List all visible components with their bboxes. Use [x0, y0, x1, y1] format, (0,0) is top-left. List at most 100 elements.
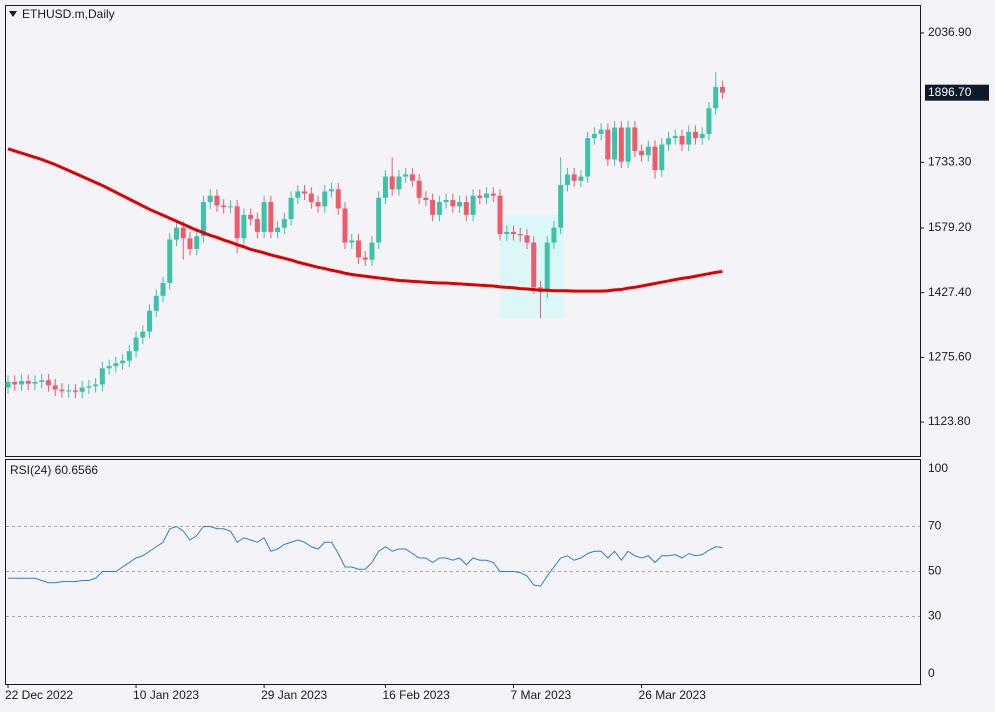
rsi-line: [8, 525, 723, 587]
candle-body: [5, 381, 11, 388]
y-tick-label: 70: [928, 519, 942, 533]
y-tick-label: 100: [928, 461, 948, 475]
candle-body: [99, 368, 105, 385]
candle-body: [484, 193, 490, 198]
dropdown-arrow[interactable]: [9, 11, 17, 17]
candle-body: [322, 191, 328, 207]
candle-body: [72, 390, 78, 392]
candle-body: [39, 380, 45, 382]
candle-body: [167, 239, 173, 284]
x-tick-label: 26 Mar 2023: [639, 688, 707, 702]
candle-body: [423, 197, 429, 200]
candle-body: [335, 189, 341, 209]
candle-body: [369, 242, 375, 260]
candle-body: [261, 202, 267, 232]
candle-body: [524, 235, 530, 243]
candle-body: [672, 136, 678, 139]
candle-body: [389, 176, 395, 190]
x-tick-label: 10 Jan 2023: [133, 688, 199, 702]
candle-body: [585, 138, 591, 177]
candle-body: [187, 238, 193, 249]
candle-body: [32, 381, 38, 384]
candle-body: [511, 231, 516, 235]
candle-body: [470, 195, 476, 215]
y-tick-label: 0: [928, 666, 935, 680]
candle-body: [86, 386, 92, 388]
candle-body: [355, 240, 361, 258]
candle-body: [457, 202, 463, 207]
candle-body: [497, 195, 503, 235]
candle-body: [302, 191, 308, 194]
last-price-label: 1896.70: [928, 85, 972, 99]
candle-body: [612, 127, 618, 160]
y-tick-label: 1427.40: [928, 285, 972, 299]
candle-body: [686, 131, 692, 145]
candle-body: [376, 197, 382, 243]
candle-body: [403, 174, 409, 177]
candle-body: [625, 127, 631, 162]
candle-body: [295, 191, 301, 198]
candle-body: [551, 227, 557, 243]
x-tick-label: 16 Feb 2023: [382, 688, 450, 702]
candle-body: [578, 176, 584, 181]
candle-body: [153, 295, 159, 311]
y-tick-label: 1579.20: [928, 220, 972, 234]
x-tick-label: 7 Mar 2023: [511, 688, 572, 702]
candle-body: [93, 384, 99, 387]
moving-average-line: [7, 147, 723, 293]
candle-body: [450, 199, 456, 207]
candle-body: [362, 257, 368, 260]
candle-body: [605, 129, 611, 160]
candle-body: [719, 87, 725, 93]
candle-body: [18, 381, 24, 385]
candle-body: [140, 331, 146, 338]
candle-body: [477, 195, 483, 198]
y-tick-label: 30: [928, 609, 942, 623]
candle-body: [618, 127, 624, 162]
candle-body: [12, 381, 18, 385]
candle-body: [639, 150, 645, 156]
candle-body: [133, 337, 139, 352]
candle-body: [409, 174, 415, 181]
candle-body: [342, 208, 348, 243]
candle-body: [248, 214, 254, 220]
candle-body: [632, 127, 638, 151]
candle-body: [45, 380, 51, 386]
candle-body: [396, 176, 402, 190]
candle-body: [329, 189, 335, 192]
y-tick-label: 2036.90: [928, 25, 972, 39]
candle-body: [443, 199, 449, 203]
candle-body: [706, 108, 712, 134]
y-tick-label: 1733.30: [928, 154, 972, 168]
candle-body: [504, 231, 510, 235]
candle-body: [52, 385, 58, 390]
candle-body: [463, 202, 469, 215]
candle-body: [645, 146, 651, 156]
candle-body: [160, 283, 166, 296]
candle-body: [214, 195, 220, 206]
candle-body: [79, 387, 85, 392]
candle-body: [679, 136, 685, 145]
candle-body: [174, 227, 179, 240]
price-panel: [5, 5, 921, 457]
candle-body: [315, 202, 321, 207]
candle-body: [207, 195, 213, 203]
rsi-title: RSI(24) 60.6566: [10, 463, 98, 477]
y-tick-label: 1123.80: [928, 414, 971, 428]
candle-body: [416, 180, 422, 198]
candle-body: [591, 133, 597, 139]
candle-body: [544, 242, 550, 292]
candle-body: [571, 174, 577, 181]
y-tick-label: 50: [928, 564, 942, 578]
x-tick-label: 22 Dec 2022: [5, 688, 73, 702]
y-tick-label: 1275.60: [928, 350, 972, 364]
candle-body: [713, 87, 719, 109]
candle-body: [25, 381, 31, 384]
candle-body: [254, 219, 260, 232]
candle-body: [349, 240, 355, 243]
candle-body: [531, 242, 537, 288]
candle-body: [59, 389, 65, 392]
candle-body: [234, 206, 240, 239]
candle-body: [659, 144, 665, 171]
